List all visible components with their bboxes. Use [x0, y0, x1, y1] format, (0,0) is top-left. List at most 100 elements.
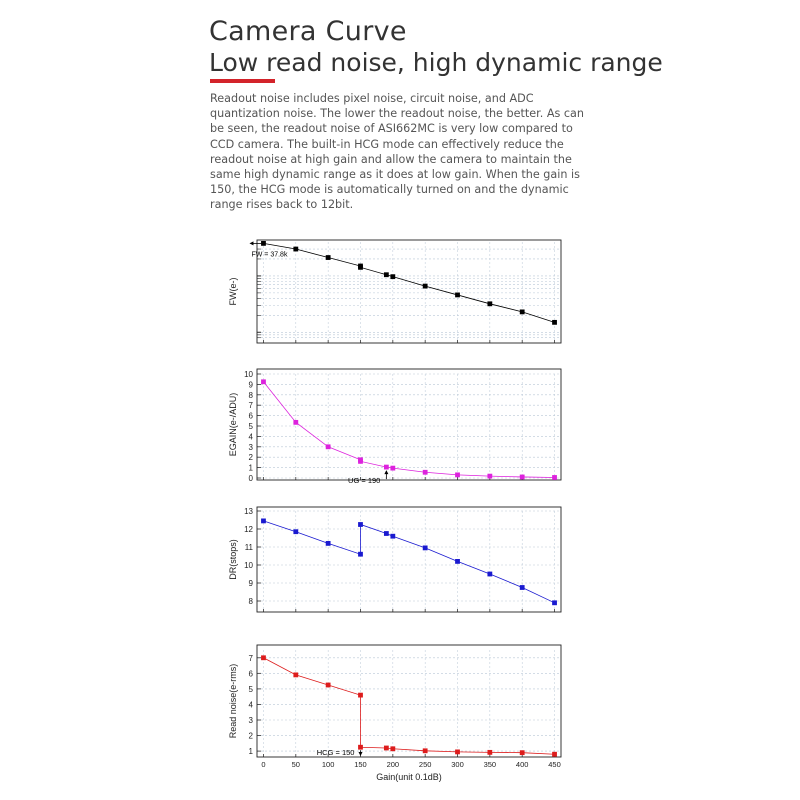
panel-3-ytick-label: 12 [244, 525, 253, 534]
panel-4-ytick-label: 6 [249, 669, 254, 678]
panel-2-data-point [455, 472, 460, 478]
panel-2-annotation-arrowhead [384, 470, 389, 475]
panel-1-data-point [390, 274, 396, 280]
panel-4-xtick-label: 150 [354, 760, 367, 769]
panel-2-ytick-label: 10 [244, 370, 253, 379]
panel-1-data-point [519, 309, 525, 315]
panel-4-xtick-label: 400 [516, 760, 529, 769]
panel-1-data-point [261, 240, 266, 246]
panel-3-data-point [358, 551, 363, 557]
panel-3-frame [256, 506, 562, 613]
panel-4-data-point [358, 692, 363, 698]
panel-4-ylabel: Read noise(e-rms) [228, 664, 238, 739]
panel-2-data-point [519, 474, 525, 480]
panel-3-ytick-label: 11 [245, 543, 254, 552]
panel-3-data-point [519, 585, 525, 590]
panel-4-data-point [261, 655, 266, 661]
panel-1-data-point [325, 255, 331, 260]
panel-3-ytick-label: 8 [249, 597, 254, 606]
panel-2-series-line [263, 381, 555, 478]
panel-1-data-point [552, 319, 557, 325]
panel-2-ytick-label: 1 [249, 464, 254, 473]
panel-4-xtick-label: 350 [484, 760, 497, 769]
panel-2-data-point [383, 464, 389, 470]
panel-3-ytick-label: 10 [244, 561, 253, 570]
panel-1-annotation-arrowhead [249, 241, 254, 246]
panel-4-frame [256, 644, 562, 758]
panel-4-annotation-text: HCG = 150 [317, 748, 355, 757]
panel-3-data-point [390, 533, 396, 539]
panel-2-data-point [325, 444, 331, 450]
panel-3-data-point [261, 518, 266, 524]
panel-4-ytick-label: 5 [249, 685, 254, 694]
panel-3-data-point [422, 545, 428, 551]
panel-4-data-point [552, 751, 557, 757]
panel-4-data-point [455, 749, 460, 755]
panel-4-data-point [487, 749, 493, 755]
panel-1-frame [256, 239, 562, 344]
panel-2-ytick-label: 4 [249, 432, 254, 441]
panel-3-ytick-label: 9 [249, 579, 254, 588]
panel-1-data-point [487, 301, 493, 307]
panel-4-ytick-label: 7 [249, 654, 254, 663]
panel-4-xtick-label: 0 [261, 760, 265, 769]
panel-3-data-point [293, 529, 299, 535]
panel-4-xtick-label: 300 [451, 760, 464, 769]
panel-2-data-point [552, 475, 557, 480]
panel-3-data-point [383, 531, 389, 536]
panel-4-ytick-label: 3 [249, 716, 254, 725]
panel-2-data-point [261, 379, 266, 385]
panel-3-data-point [455, 559, 460, 564]
panel-3-data-point [325, 541, 331, 546]
panel-4-data-point [358, 744, 363, 750]
panel-2-ytick-label: 9 [249, 380, 254, 389]
panel-1-data-point [455, 292, 460, 298]
panel-2-data-point [487, 473, 493, 479]
panel-4-xtick-label: 200 [387, 760, 400, 769]
panel-2-ytick-label: 3 [249, 443, 254, 452]
panel-4-data-point [325, 682, 331, 688]
panel-4-data-point [293, 672, 299, 678]
panel-4-series-line [263, 657, 555, 755]
panel-4-xtick-label: 50 [292, 760, 300, 769]
panel-1-ylabel: FW(e-) [228, 278, 238, 306]
panel-2-ylabel: EGAIN(e-/ADU) [228, 393, 238, 457]
panel-3-data-point [358, 522, 363, 527]
panel-1-annotation-text: FW = 37.8k [251, 251, 287, 258]
panel-2-ytick-label: 6 [249, 412, 254, 421]
page-title: Camera Curve [209, 16, 407, 47]
panel-2-data-point [293, 419, 299, 425]
description-text: Readout noise includes pixel noise, circ… [210, 92, 584, 212]
panel-2-frame [256, 368, 562, 481]
panel-4-xlabel: Gain(unit 0.1dB) [376, 772, 442, 782]
panel-2-ytick-label: 5 [249, 422, 254, 431]
panel-2-data-point [358, 458, 363, 464]
panel-4-xtick-label: 450 [548, 760, 561, 769]
panel-2-ytick-label: 2 [249, 453, 254, 462]
panel-2-ytick-label: 7 [249, 401, 254, 410]
panel-4-data-point [519, 750, 525, 756]
panel-2-ytick-label: 0 [249, 474, 254, 483]
page-subtitle: Low read noise, high dynamic range [209, 48, 663, 77]
panel-4-ytick-label: 1 [249, 747, 254, 756]
panel-2-data-point [390, 465, 396, 471]
accent-bar [210, 79, 275, 83]
panel-3-ylabel: DR(stops) [228, 539, 238, 580]
panel-1-data-point [422, 283, 428, 289]
panel-3-series-line [263, 520, 555, 604]
panel-4-xtick-label: 100 [322, 760, 335, 769]
panel-2-ytick-label: 8 [249, 391, 254, 400]
panel-3-data-point [552, 600, 557, 606]
panel-1-data-point [383, 272, 389, 278]
panel-4-xtick-label: 250 [419, 760, 432, 769]
panel-4-ytick-label: 4 [249, 700, 254, 709]
panel-4-data-point [422, 748, 428, 754]
panel-4-annotation-arrowhead [358, 752, 363, 756]
panel-3-ytick-label: 13 [244, 507, 253, 516]
panel-4-ytick-label: 2 [249, 732, 254, 741]
panel-3-data-point [487, 571, 493, 577]
panel-1-data-point [293, 246, 299, 252]
panel-2-data-point [422, 469, 428, 475]
panel-1-series-line [263, 242, 555, 323]
